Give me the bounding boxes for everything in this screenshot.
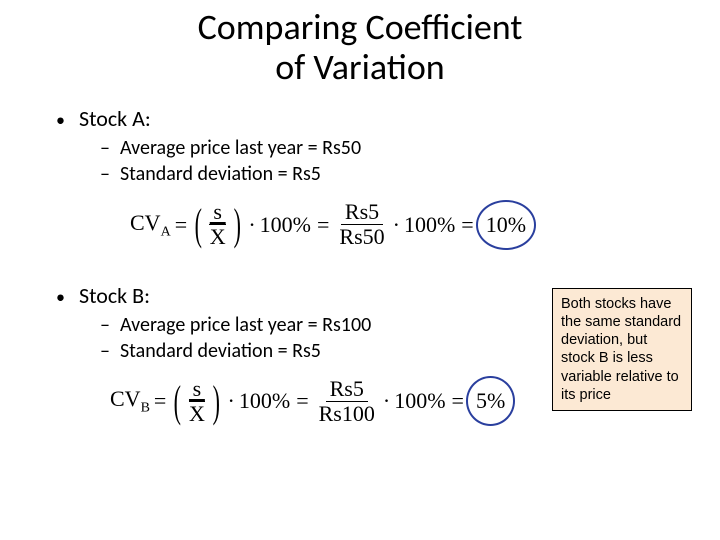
frac-rs5-rs50: Rs5 Rs50	[335, 200, 388, 249]
pct100: 100%	[239, 388, 290, 414]
stock-a-avg: – Average price last year = Rs50	[100, 136, 680, 160]
rparen-icon: )	[233, 207, 240, 242]
stock-b-label: Stock B:	[79, 282, 150, 309]
slide-title: Comparing Coefficient of Variation	[0, 0, 720, 87]
dash-icon: –	[100, 162, 110, 186]
dot-op: ·	[228, 388, 235, 414]
stock-b-avg-text: Average price last year = Rs100	[120, 313, 371, 337]
stock-a-heading: • Stock A:	[40, 105, 680, 132]
callout-box: Both stocks have the same standard devia…	[552, 288, 692, 411]
eq: =	[317, 212, 329, 238]
lparen-icon: (	[195, 207, 202, 242]
eq: =	[154, 388, 166, 414]
title-line-2: of Variation	[275, 45, 444, 89]
cv-b-symbol: CVB	[110, 386, 150, 416]
dash-icon: –	[100, 313, 110, 337]
frac-s-over-xbar: s X	[206, 200, 230, 249]
stock-a-sd-text: Standard deviation = Rs5	[120, 162, 321, 186]
dot-op: ·	[393, 212, 400, 238]
bullet-icon: •	[56, 286, 65, 308]
stock-a-sd: – Standard deviation = Rs5	[100, 162, 680, 186]
pct100: 100%	[394, 388, 445, 414]
dot-op: ·	[383, 388, 390, 414]
frac-rs5-rs100: Rs5 Rs100	[315, 377, 379, 426]
stock-b-sd-text: Standard deviation = Rs5	[120, 339, 321, 363]
pct100: 100%	[404, 212, 455, 238]
eq: =	[175, 212, 187, 238]
bullet-icon: •	[56, 109, 65, 131]
callout-text: Both stocks have the same standard devia…	[561, 296, 681, 403]
dash-icon: –	[100, 339, 110, 363]
lparen-icon: (	[174, 384, 181, 419]
result-b-circled: 5%	[470, 384, 511, 418]
formula-a: CVA = ( s X ) · 100% = Rs5 Rs50 · 100% =…	[130, 200, 680, 249]
rparen-icon: )	[213, 384, 220, 419]
frac-s-over-xbar: s X	[185, 377, 209, 426]
dash-icon: –	[100, 136, 110, 160]
cv-a-symbol: CVA	[130, 210, 171, 240]
pct100: 100%	[260, 212, 311, 238]
eq: =	[461, 212, 473, 238]
eq: =	[452, 388, 464, 414]
stock-a-label: Stock A:	[79, 105, 151, 132]
stock-a-avg-text: Average price last year = Rs50	[120, 136, 361, 160]
title-line-1: Comparing Coefficient	[198, 5, 523, 49]
result-a-circled: 10%	[480, 208, 532, 242]
eq: =	[296, 388, 308, 414]
dot-op: ·	[248, 212, 255, 238]
